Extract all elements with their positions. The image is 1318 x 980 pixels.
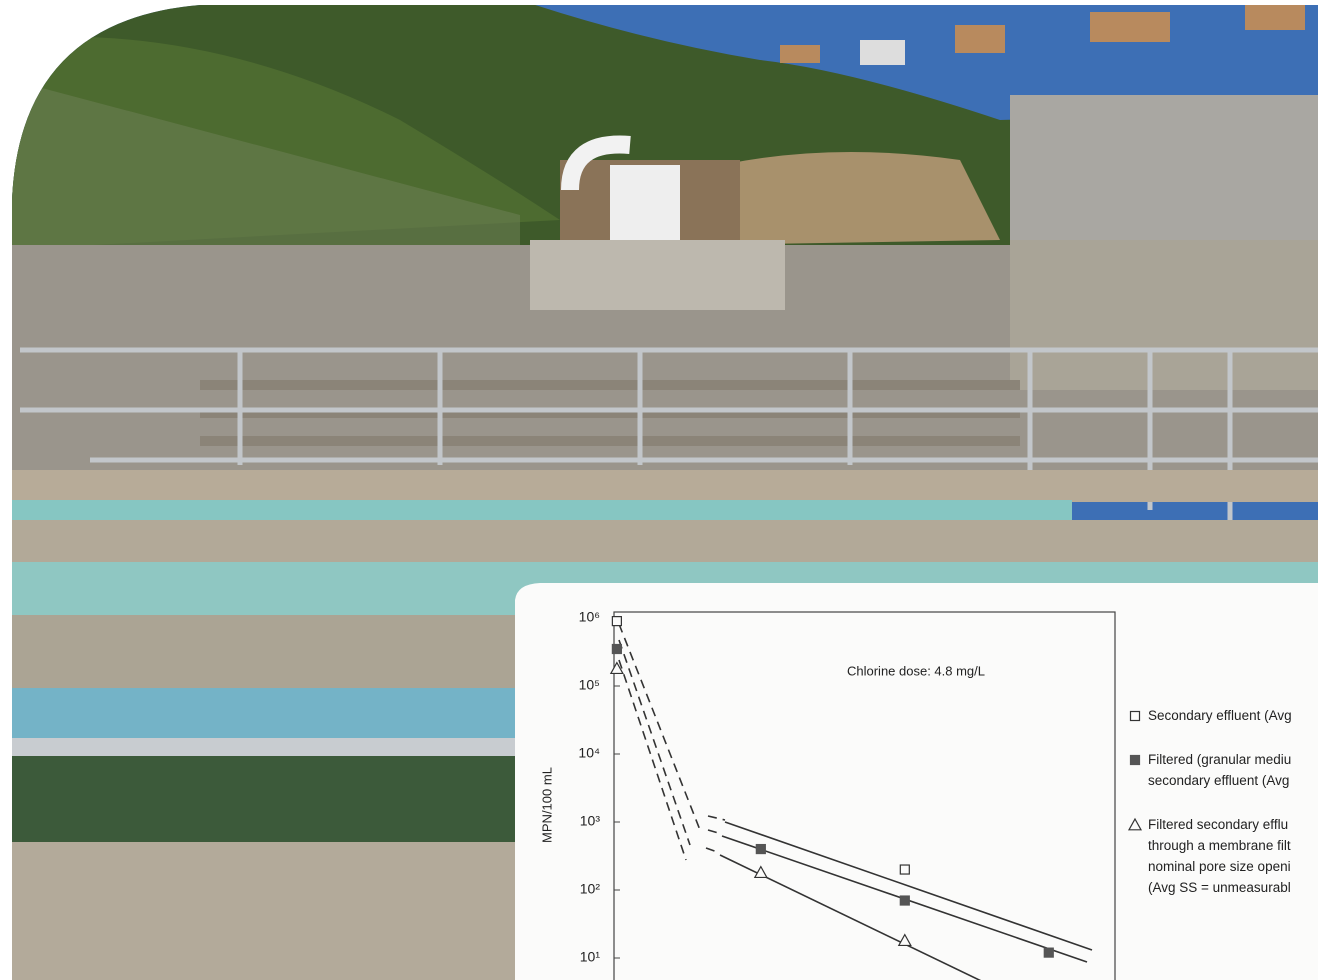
marker	[900, 865, 909, 874]
y-tick-label: 10⁵	[579, 677, 600, 693]
legend-marker	[1131, 712, 1140, 721]
right-structure	[1010, 95, 1318, 245]
marker	[612, 645, 621, 654]
annotation: Chlorine dose: 4.8 mg/L	[847, 663, 985, 678]
water	[12, 500, 1072, 522]
marker	[756, 845, 765, 854]
legend-marker	[1131, 756, 1140, 765]
tank	[610, 165, 680, 240]
basin	[530, 240, 785, 310]
concrete	[12, 470, 1318, 502]
y-tick-label: 10⁶	[579, 609, 600, 625]
right-wall	[1010, 240, 1318, 390]
marker	[900, 896, 909, 905]
legend-entry: Secondary effluent (Avg	[1148, 708, 1292, 723]
chart-panel: Chlorine dose: 4.8 mg/L MPN/100 mL 10¹ 10…	[515, 583, 1318, 980]
dirt-slope	[700, 152, 1000, 245]
page: {"chart_data": {"type": "scatter", "anno…	[0, 0, 1318, 980]
y-tick-label: 10²	[580, 881, 601, 897]
concrete	[12, 520, 1318, 562]
y-axis-label: MPN/100 mL	[539, 767, 554, 843]
screenshot: Chlorine dose: 4.8 mg/L MPN/100 mL 10¹ 10…	[0, 0, 1318, 980]
y-tick-label: 10³	[580, 813, 601, 829]
y-tick-label: 10¹	[580, 949, 601, 965]
y-tick-label: 10⁴	[578, 745, 600, 761]
marker	[1044, 948, 1053, 957]
troughs	[200, 380, 1020, 446]
marker	[612, 617, 621, 626]
